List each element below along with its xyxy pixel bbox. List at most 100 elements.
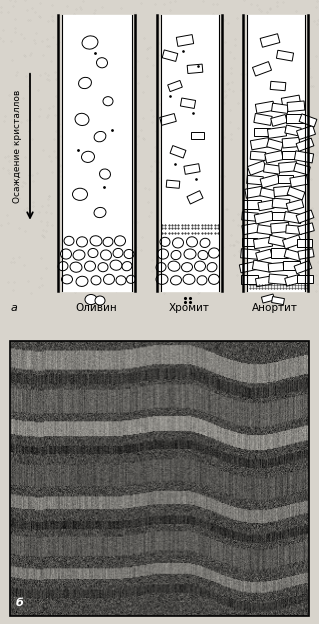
Ellipse shape <box>73 250 85 260</box>
Ellipse shape <box>198 250 208 260</box>
Bar <box>252 62 271 76</box>
Ellipse shape <box>70 262 82 272</box>
Ellipse shape <box>182 263 192 271</box>
Bar <box>181 98 196 109</box>
Ellipse shape <box>103 97 113 105</box>
Ellipse shape <box>168 261 180 271</box>
Bar <box>282 151 298 159</box>
Bar <box>242 212 258 222</box>
Text: Осаждение кристаллов: Осаждение кристаллов <box>13 90 23 203</box>
Bar <box>270 81 286 90</box>
Bar <box>294 261 312 274</box>
Ellipse shape <box>95 296 105 305</box>
Ellipse shape <box>94 207 106 218</box>
Ellipse shape <box>78 77 92 89</box>
Bar <box>176 34 194 46</box>
Bar <box>265 150 283 163</box>
Ellipse shape <box>200 238 210 248</box>
Bar <box>271 103 288 114</box>
Bar <box>190 132 204 139</box>
Ellipse shape <box>158 249 168 259</box>
Bar <box>286 225 302 235</box>
Text: б: б <box>16 598 24 608</box>
Bar <box>254 212 274 224</box>
Ellipse shape <box>173 238 183 248</box>
Ellipse shape <box>88 248 98 258</box>
Bar <box>271 296 285 305</box>
Bar <box>290 175 308 187</box>
Bar <box>166 180 180 188</box>
Ellipse shape <box>85 295 97 305</box>
Bar <box>245 187 263 198</box>
Bar <box>294 151 314 163</box>
Bar <box>282 137 300 148</box>
Text: a: a <box>11 303 18 313</box>
Text: Хромит: Хромит <box>168 303 210 313</box>
Bar <box>278 175 293 183</box>
Bar <box>170 145 186 158</box>
Bar <box>286 114 304 123</box>
Bar <box>287 187 305 200</box>
Bar <box>267 127 286 139</box>
Ellipse shape <box>75 114 89 125</box>
Bar <box>258 200 274 211</box>
Bar <box>296 138 314 151</box>
Ellipse shape <box>61 249 71 259</box>
Ellipse shape <box>184 249 196 259</box>
Bar <box>271 115 287 126</box>
Ellipse shape <box>187 236 197 247</box>
Ellipse shape <box>77 236 87 247</box>
Ellipse shape <box>156 263 166 271</box>
Bar <box>271 222 289 233</box>
Bar <box>281 95 300 107</box>
Bar <box>274 186 292 197</box>
Bar <box>241 238 256 246</box>
Bar <box>262 294 275 303</box>
Bar <box>254 237 272 248</box>
Bar <box>268 235 286 246</box>
Ellipse shape <box>207 263 217 272</box>
Bar <box>298 249 314 260</box>
Bar <box>296 239 311 247</box>
Bar <box>257 225 273 235</box>
Ellipse shape <box>97 57 108 68</box>
Bar <box>255 101 275 114</box>
Bar <box>260 34 280 47</box>
Ellipse shape <box>64 236 74 245</box>
Bar <box>260 174 280 188</box>
Bar <box>256 276 272 287</box>
Bar <box>242 223 260 235</box>
Ellipse shape <box>127 275 136 283</box>
Ellipse shape <box>82 151 94 162</box>
Bar <box>272 198 290 208</box>
Bar <box>286 200 304 212</box>
Text: Анортит: Анортит <box>252 303 298 313</box>
Bar <box>263 164 280 174</box>
Bar <box>256 249 272 261</box>
Bar <box>298 223 314 235</box>
Bar <box>299 114 317 127</box>
Bar <box>284 249 302 261</box>
Bar <box>277 51 293 61</box>
Ellipse shape <box>171 250 181 260</box>
Ellipse shape <box>100 169 110 179</box>
Ellipse shape <box>197 276 207 285</box>
Bar <box>260 188 276 199</box>
Ellipse shape <box>85 261 95 271</box>
Ellipse shape <box>62 275 72 284</box>
Bar <box>297 125 315 140</box>
Ellipse shape <box>104 274 115 285</box>
Bar <box>294 163 310 175</box>
Ellipse shape <box>209 275 219 285</box>
Ellipse shape <box>209 248 219 258</box>
Ellipse shape <box>160 237 170 246</box>
Bar <box>284 212 302 223</box>
Ellipse shape <box>91 276 101 285</box>
Bar <box>283 261 300 270</box>
Bar <box>283 235 301 249</box>
Bar <box>254 127 270 135</box>
Ellipse shape <box>124 250 134 258</box>
Bar <box>168 80 182 92</box>
Text: Оливин: Оливин <box>75 303 117 313</box>
Bar <box>250 151 266 160</box>
